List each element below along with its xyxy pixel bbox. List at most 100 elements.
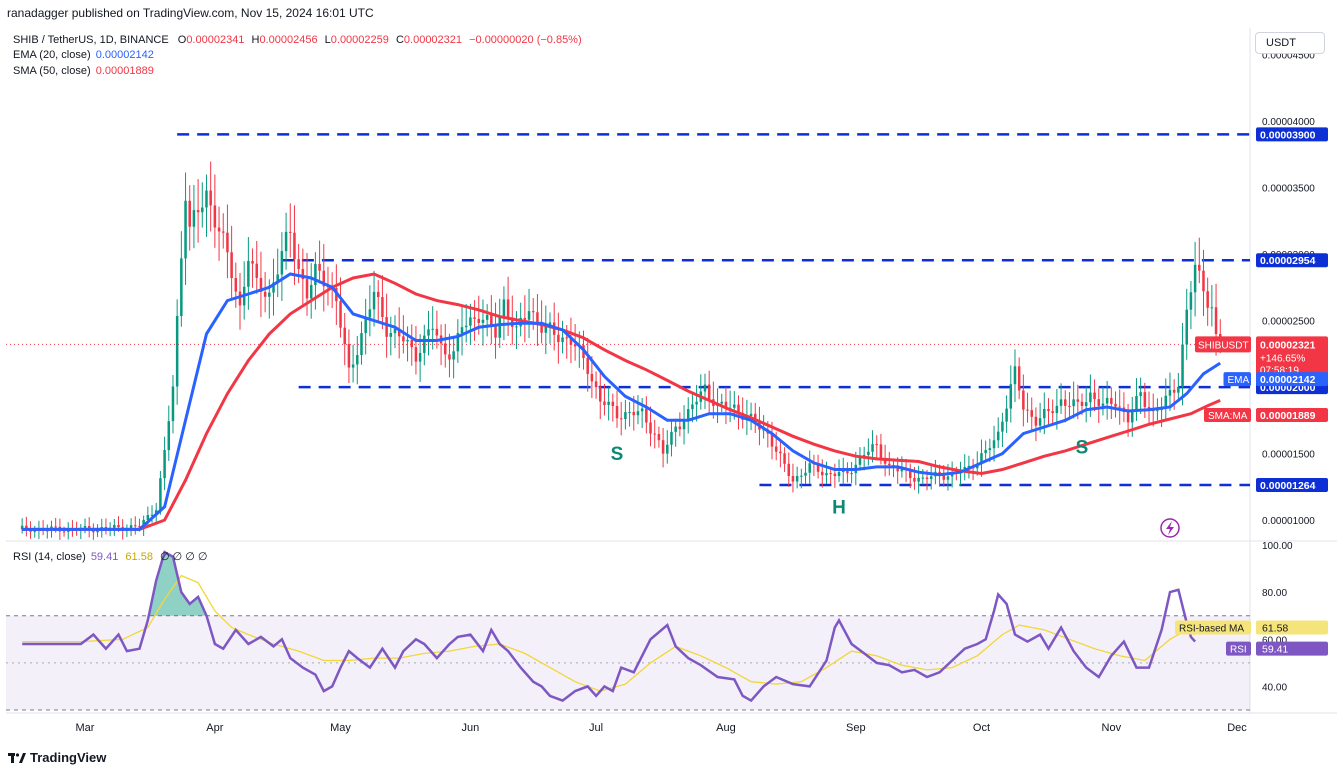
candle-body xyxy=(544,325,548,333)
candle-body xyxy=(1168,389,1172,396)
currency-button[interactable]: USDT xyxy=(1255,32,1325,54)
candle-body xyxy=(171,386,175,422)
candle-body xyxy=(883,458,887,464)
candle-body xyxy=(858,457,862,465)
candle-body xyxy=(908,470,912,478)
rsi-legend[interactable]: RSI (14, close) 59.41 61.58 ∅ ∅ ∅ ∅ xyxy=(13,550,208,564)
candle-body xyxy=(674,426,677,432)
rsi-ma-line xyxy=(22,574,1196,692)
candle-body xyxy=(272,282,275,293)
price-tag-name: EMA xyxy=(1228,375,1250,386)
candle-body xyxy=(498,317,501,338)
candle-body xyxy=(913,477,916,482)
candle-body xyxy=(1206,291,1209,308)
candle-body xyxy=(1177,386,1180,393)
candle-body xyxy=(368,309,372,318)
candle-body xyxy=(720,401,723,404)
candle-body xyxy=(268,292,271,297)
candle-body xyxy=(234,278,238,292)
flash-alert-icon[interactable] xyxy=(1160,518,1180,538)
candle-body xyxy=(163,450,166,479)
time-tick-label: Oct xyxy=(973,722,990,734)
candle-body xyxy=(1030,410,1033,417)
symbol-label[interactable]: SHIB / TetherUS, 1D, BINANCE xyxy=(13,34,169,46)
candle-body xyxy=(988,448,992,450)
tradingview-brand[interactable]: TradingView xyxy=(8,750,106,765)
candle-body xyxy=(984,449,987,454)
candle-body xyxy=(364,317,367,334)
candle-body xyxy=(1189,292,1193,310)
ema-legend[interactable]: EMA (20, close) 0.00002142 xyxy=(13,48,154,62)
candle-body xyxy=(159,478,162,511)
sma-label: SMA (50, close) xyxy=(13,65,91,77)
candle-body xyxy=(594,381,598,388)
candle-body xyxy=(490,314,493,326)
candle-body xyxy=(293,232,296,260)
candle-body xyxy=(1001,421,1004,432)
candle-body xyxy=(464,325,468,328)
candle-body xyxy=(695,401,698,405)
rsi-label: RSI (14, close) xyxy=(13,551,86,563)
candle-body xyxy=(1181,344,1184,387)
time-tick-label: Nov xyxy=(1102,722,1122,734)
time-tick-label: Mar xyxy=(76,722,95,734)
candle-body xyxy=(1043,408,1046,419)
pattern-annotation: S xyxy=(611,444,624,465)
candle-body xyxy=(372,291,376,310)
candle-body xyxy=(632,411,636,416)
ohlc-values: O0.00002341 H0.00002456 L0.00002259 C0.0… xyxy=(177,34,582,46)
rsi-ma-tag-box xyxy=(1256,620,1328,635)
candle-body xyxy=(821,471,824,476)
candle-body xyxy=(619,418,623,420)
candle-body xyxy=(192,210,196,227)
rsi-line xyxy=(22,550,1197,703)
level-tag-label: 0.00002954 xyxy=(1260,255,1316,267)
candle-body xyxy=(1151,410,1155,412)
candle-body xyxy=(703,384,707,392)
candle-body xyxy=(1164,395,1168,409)
rsi-ma-tag: RSI-based MA 61.58 xyxy=(1175,620,1328,635)
candle-body xyxy=(104,526,108,529)
candle-body xyxy=(1202,270,1205,292)
candle-body xyxy=(146,515,150,520)
ema-value: 0.00002142 xyxy=(95,49,154,61)
candle-body xyxy=(217,227,221,232)
time-tick-label: May xyxy=(330,722,351,734)
candle-body xyxy=(804,472,807,476)
rsi-ma-tag-name: RSI-based MA xyxy=(1179,624,1244,635)
ema-label: EMA (20, close) xyxy=(13,49,91,61)
price-tag-name-box xyxy=(1204,407,1251,422)
candle-body xyxy=(452,351,455,360)
candle-body xyxy=(871,444,874,452)
candle-body xyxy=(917,477,920,482)
candle-body xyxy=(603,401,606,406)
candle-body xyxy=(879,444,883,459)
rsi-tick-label: 100.00 xyxy=(1262,541,1293,552)
candle-body xyxy=(921,477,925,479)
price-tag-name-box xyxy=(1223,372,1251,387)
candle-body xyxy=(1068,405,1071,407)
candle-body xyxy=(837,472,841,477)
candle-body xyxy=(1038,418,1042,426)
candle-body xyxy=(184,200,187,259)
candle-body xyxy=(992,440,996,449)
candle-body xyxy=(201,207,204,213)
level-tag-label: 0.00001264 xyxy=(1260,480,1316,492)
candle-body xyxy=(251,260,254,264)
candle-body xyxy=(1105,397,1109,404)
rsi-tag: RSI 59.41 xyxy=(1226,641,1328,656)
candle-body xyxy=(1114,403,1117,407)
candle-body xyxy=(1101,403,1105,406)
candle-body xyxy=(573,344,577,347)
sma-legend[interactable]: SMA (50, close) 0.00001889 xyxy=(13,64,154,78)
price-tag-box xyxy=(1256,336,1328,377)
candle-body xyxy=(423,335,426,353)
candle-body xyxy=(485,314,489,320)
candle-body xyxy=(33,530,36,532)
candle-body xyxy=(314,263,317,286)
candle-body xyxy=(129,525,133,529)
candle-body xyxy=(808,463,811,473)
time-tick-label: Aug xyxy=(716,722,736,734)
candle-body xyxy=(92,529,95,533)
